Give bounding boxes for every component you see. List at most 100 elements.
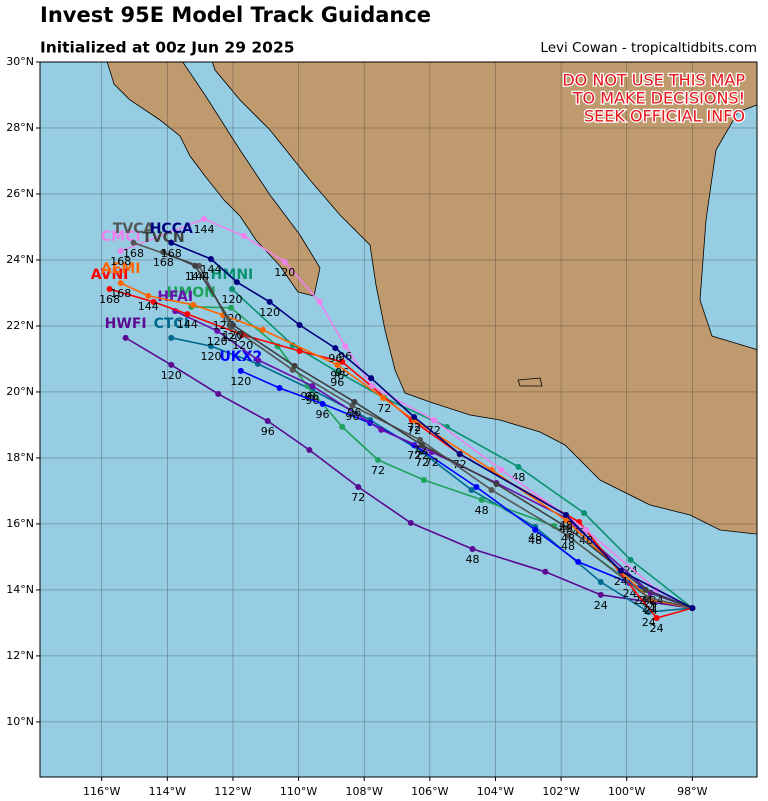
track-point — [617, 567, 624, 574]
track-point — [581, 510, 588, 517]
forecast-hour: 72 — [427, 424, 441, 437]
forecast-hour: 96 — [335, 366, 349, 379]
model-name: HCCA — [150, 221, 193, 237]
model-name: HFAI — [157, 289, 193, 305]
y-tick-label: 28°N — [6, 121, 34, 134]
model-name: HMON — [167, 285, 216, 301]
track-point — [411, 414, 418, 421]
forecast-hour: 168 — [123, 247, 144, 260]
track-point — [168, 239, 175, 246]
mainland-mexico — [211, 62, 757, 535]
forecast-hour: 120 — [232, 339, 253, 352]
model-name: CMCI — [101, 229, 141, 245]
track-point — [334, 368, 341, 375]
baja-california — [106, 62, 321, 297]
forecast-hour: 120 — [161, 369, 182, 382]
track-line — [174, 310, 693, 609]
forecast-hour: 48 — [561, 540, 575, 553]
track-point — [339, 358, 346, 365]
forecast-hour: 72 — [407, 424, 421, 437]
track-point — [627, 556, 634, 563]
title: Invest 95E Model Track Guidance — [40, 3, 431, 27]
track-point — [532, 526, 539, 533]
track-point — [407, 519, 414, 526]
forecast-hour: 96 — [305, 390, 319, 403]
model-name: AVNI — [91, 267, 129, 283]
track-point — [575, 558, 582, 565]
y-tick-label: 18°N — [6, 451, 34, 464]
x-tick-label: 104°W — [477, 785, 514, 798]
warning: SEEK OFFICIAL INFO — [584, 107, 745, 126]
forecast-hour: 48 — [511, 471, 525, 484]
track-point — [416, 436, 423, 443]
forecast-hour: 96 — [316, 408, 330, 421]
track-point — [117, 248, 124, 255]
forecast-hour: 96 — [347, 406, 361, 419]
track-point — [339, 423, 346, 430]
forecast-hour: 24 — [623, 587, 637, 600]
forecast-hour: 144 — [194, 223, 215, 236]
forecast-hour: 48 — [559, 519, 573, 532]
track-line — [120, 218, 693, 609]
track-point — [117, 280, 124, 287]
warning: DO NOT USE THIS MAP — [562, 71, 745, 90]
track-point — [264, 417, 271, 424]
track-line — [163, 251, 693, 609]
track-point — [207, 255, 214, 262]
track-point — [168, 334, 175, 341]
track-point — [201, 216, 208, 223]
track-point — [319, 400, 326, 407]
credit: Levi Cowan - tropicaltidbits.com — [540, 40, 757, 56]
track-point — [266, 298, 273, 305]
track-point — [130, 239, 137, 246]
forecast-hour: 48 — [561, 532, 575, 545]
model-name: CTCI — [154, 316, 189, 332]
track-point — [306, 447, 313, 454]
forecast-hour: 144 — [185, 270, 206, 283]
forecast-hour: 24 — [639, 594, 653, 607]
forecast-hour: 72 — [415, 456, 429, 469]
track-point — [228, 286, 235, 293]
model-name: UKX2 — [219, 349, 262, 365]
track-point — [469, 546, 476, 553]
track-point — [276, 384, 283, 391]
track-point — [192, 262, 199, 269]
x-tick-label: 106°W — [411, 785, 448, 798]
track-point — [563, 512, 570, 519]
track-point — [296, 348, 303, 355]
x-tick-label: 108°W — [346, 785, 383, 798]
track-point — [281, 258, 288, 265]
y-tick-label: 22°N — [6, 319, 34, 332]
forecast-hour: 72 — [407, 449, 421, 462]
y-tick-label: 30°N — [6, 55, 34, 68]
y-tick-label: 26°N — [6, 187, 34, 200]
forecast-hour: 120 — [220, 331, 241, 344]
forecast-hour: 24 — [614, 575, 628, 588]
track-point — [150, 298, 157, 305]
forecast-hour: 72 — [415, 449, 429, 462]
track-point — [351, 398, 358, 405]
x-tick-label: 114°W — [149, 785, 186, 798]
track-point — [291, 362, 298, 369]
forecast-hour: 48 — [465, 553, 479, 566]
forecast-hour: 120 — [259, 306, 280, 319]
track-point — [597, 579, 604, 585]
land — [106, 62, 757, 535]
track-point — [468, 486, 475, 493]
tracks: 24 48 72 96 120 HWFI 24 48 72 96 120 CTCI 24 48 72 96 12… — [91, 216, 696, 635]
model-name: TVCA — [113, 221, 155, 237]
forecast-hour: 24 — [634, 594, 648, 607]
forecast-hour: 168 — [99, 293, 120, 306]
y-tick-label: 12°N — [6, 649, 34, 662]
track-point — [237, 367, 244, 374]
track-point — [418, 442, 425, 449]
track-point — [515, 463, 522, 470]
track-point — [498, 466, 505, 473]
track-point — [227, 304, 234, 311]
track-point — [145, 292, 152, 299]
model-name: HWFI — [105, 316, 147, 332]
forecast-hour: 144 — [177, 318, 198, 331]
forecast-hour: 144 — [138, 300, 159, 313]
track-line — [170, 242, 693, 609]
